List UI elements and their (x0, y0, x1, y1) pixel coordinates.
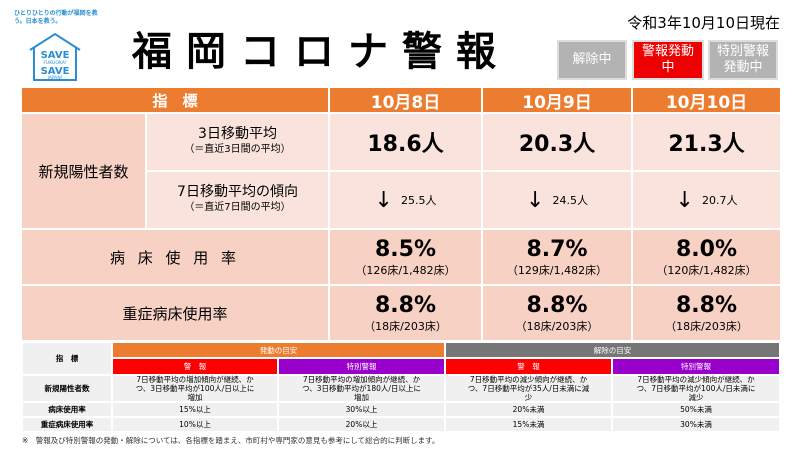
row-label: 重症病床使用率 (22, 417, 112, 432)
criteria-cell: 7日移動平均の増加傾向が継続、かつ、3日移動平均が180人/日以上に増加 (278, 375, 445, 402)
criteria-cell: 15%未満 (445, 417, 612, 432)
criteria-cell: 20%以上 (278, 417, 445, 432)
as-of-date: 令和3年10月10日現在 (627, 14, 780, 32)
bed-usage-detail: （126床/1,482床） (355, 263, 456, 277)
trend7-title: 7日移動平均の傾向 (177, 184, 298, 200)
criteria-cell: 7日移動平均の減少傾向が継続、かつ、7日移動平均が100人/日未満に減少 (612, 375, 780, 402)
header-day: 10月8日 (330, 88, 481, 113)
trend7-value: 25.5人 (400, 194, 437, 207)
svg-text:SAVE: SAVE (41, 50, 70, 61)
avg3-value: 20.3人 (483, 114, 631, 170)
status-released: 解除中 (557, 40, 627, 80)
criteria-indicator-header: 指 標 (22, 342, 112, 375)
activate-header: 発動の目安 (112, 342, 445, 358)
avg3-label: 3日移動平均 （＝直近3日間の平均） (147, 114, 328, 170)
bed-usage-value: 8.5% (374, 236, 436, 262)
severe-bed-detail: （18床/203床） (515, 319, 599, 333)
avg3-note: （＝直近3日間の平均） (184, 144, 291, 155)
status-special-alert: 特別警報発動中 (708, 40, 778, 80)
svg-text:JAPAN!: JAPAN! (46, 75, 62, 81)
severe-bed-value: 8.8% (374, 292, 436, 318)
criteria-cell: 10%以上 (112, 417, 278, 432)
severe-bed-value: 8.8% (675, 292, 737, 318)
page-title: 福岡コロナ警報 (132, 29, 510, 75)
trend7-value: 20.7人 (701, 194, 738, 207)
trend7-value: 24.5人 (552, 194, 588, 207)
header-day: 10月9日 (483, 88, 631, 113)
col-special-alert: 特別警報 (278, 358, 445, 375)
down-arrow-icon: ↓ (675, 187, 694, 213)
header-indicator: 指 標 (22, 88, 328, 112)
trend7-cell: ↓ 24.5人 (483, 172, 631, 228)
bed-usage-label: 病 床 使 用 率 (22, 230, 328, 284)
severe-bed-cell: 8.8% （18床/203床） (330, 286, 481, 340)
trend7-label: 7日移動平均の傾向 （＝直近7日間の平均） (147, 172, 328, 228)
avg3-value: 21.3人 (633, 114, 780, 170)
row-label: 病床使用率 (22, 402, 112, 417)
bed-usage-value: 8.7% (526, 236, 588, 262)
new-cases-label: 新規陽性者数 (22, 114, 145, 228)
trend7-cell: ↓ 20.7人 (633, 172, 780, 228)
criteria-cell: 30%以上 (278, 402, 445, 417)
severe-bed-label: 重症病床使用率 (22, 286, 328, 340)
row-label: 新規陽性者数 (22, 375, 112, 402)
col-special-alert: 特別警報 (612, 358, 780, 375)
bed-usage-detail: （129床/1,482床） (506, 263, 608, 277)
severe-bed-detail: （18床/203床） (364, 319, 447, 333)
col-alert: 警 報 (445, 358, 612, 375)
bed-usage-value: 8.0% (675, 236, 737, 262)
avg3-title: 3日移動平均 (198, 126, 277, 142)
footnote: ※ 警報及び特別警報の発動・解除については、各指標を踏まえ、市町村や専門家の意見… (22, 436, 440, 445)
bed-usage-cell: 8.7% （129床/1,482床） (483, 230, 631, 284)
trend7-cell: ↓ 25.5人 (330, 172, 481, 228)
status-alert-active: 警報発動中 (632, 40, 704, 80)
trend7-note: （＝直近7日間の平均） (184, 202, 291, 213)
criteria-cell: 15%以上 (112, 402, 278, 417)
bed-usage-cell: 8.5% （126床/1,482床） (330, 230, 481, 284)
save-fukuoka-logo: SAVE FUKUOKA! SAVE JAPAN! (29, 32, 81, 81)
down-arrow-icon: ↓ (374, 187, 393, 213)
severe-bed-cell: 8.8% （18床/203床） (633, 286, 780, 340)
header-day: 10月10日 (633, 88, 780, 113)
criteria-cell: 50%未満 (612, 402, 780, 417)
criteria-cell: 7日移動平均の増加傾向が継続、かつ、3日移動平均が100人/日以上に増加 (112, 375, 278, 402)
criteria-cell: 7日移動平均の減少傾向が継続、かつ、7日移動平均が35人/日未満に減少 (445, 375, 612, 402)
logo-tagline: ひとりひとりの行動が福岡を救う。日本を救う。 (14, 10, 98, 25)
criteria-table: 指 標 発動の目安 解除の目安 警 報 特別警報 警 報 特別警報 新規陽性者数… (22, 342, 780, 432)
avg3-value: 18.6人 (330, 114, 481, 170)
bed-usage-cell: 8.0% （120床/1,482床） (633, 230, 780, 284)
svg-text:FUKUOKA!: FUKUOKA! (43, 60, 66, 66)
release-header: 解除の目安 (445, 342, 780, 358)
criteria-cell: 20%未満 (445, 402, 612, 417)
col-alert: 警 報 (112, 358, 278, 375)
criteria-cell: 30%未満 (612, 417, 780, 432)
severe-bed-cell: 8.8% （18床/203床） (483, 286, 631, 340)
severe-bed-value: 8.8% (526, 292, 588, 318)
down-arrow-icon: ↓ (526, 187, 545, 213)
bed-usage-detail: （120床/1,482床） (656, 263, 757, 277)
indicator-table: 指 標 10月8日 10月9日 10月10日 新規陽性者数 3日移動平均 （＝直近… (22, 88, 780, 340)
svg-text:SAVE: SAVE (41, 66, 70, 77)
severe-bed-detail: （18床/203床） (665, 319, 748, 333)
